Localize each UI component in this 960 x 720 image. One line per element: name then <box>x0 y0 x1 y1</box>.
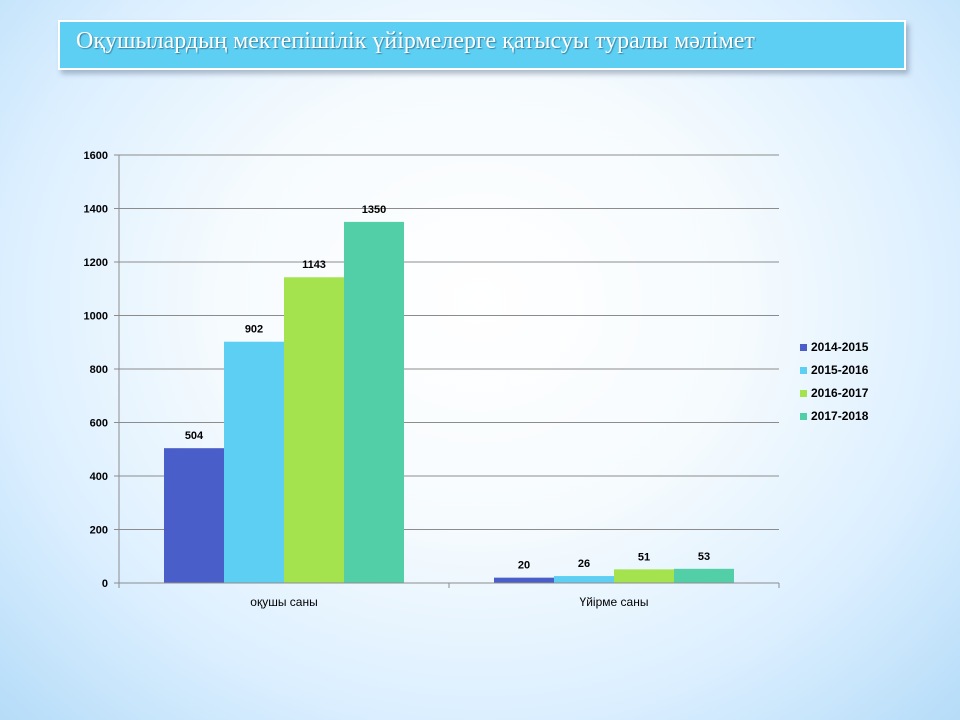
title-banner: Оқушылардың мектепішілік үйірмелерге қат… <box>58 20 906 70</box>
y-tick-label: 600 <box>90 418 108 430</box>
bar <box>164 448 224 583</box>
x-tick-label: оқушы саны <box>250 595 317 609</box>
y-tick-label: 200 <box>90 525 108 537</box>
legend-label: 2015-2016 <box>811 363 869 377</box>
legend-label: 2014-2015 <box>811 340 869 354</box>
bar <box>284 277 344 583</box>
data-label: 902 <box>245 324 263 336</box>
y-tick-label: 400 <box>90 471 108 483</box>
bar <box>224 341 284 583</box>
y-tick-label: 1200 <box>84 257 108 269</box>
bar-series <box>164 221 734 583</box>
bar <box>344 221 404 583</box>
data-labels: 504 902 1143 1350 20 26 51 53 <box>185 204 710 572</box>
data-label: 53 <box>698 551 710 563</box>
y-tick-label: 1000 <box>84 311 108 323</box>
slide-title: Оқушылардың мектепішілік үйірмелерге қат… <box>76 28 755 54</box>
legend: 2014-2015 2015-2016 2016-2017 2017-2018 <box>800 340 869 423</box>
legend-label: 2016-2017 <box>811 386 869 400</box>
bar <box>674 568 734 583</box>
legend-label: 2017-2018 <box>811 409 869 423</box>
data-label: 26 <box>578 558 590 570</box>
legend-swatch <box>800 413 807 420</box>
data-label: 1143 <box>302 259 326 271</box>
bar <box>494 577 554 583</box>
x-tick-label: Үйірме саны <box>580 595 649 609</box>
data-label: 1350 <box>362 204 386 216</box>
axes: 0 200 400 600 800 1000 1200 1400 1600 оқушы саны Ү… <box>84 150 780 609</box>
bar <box>554 576 614 583</box>
y-tick-label: 0 <box>102 578 108 590</box>
y-tick-label: 800 <box>90 364 108 376</box>
y-tick-label: 1400 <box>84 204 108 216</box>
y-tick-label: 1600 <box>84 150 108 162</box>
data-label: 504 <box>185 430 204 442</box>
data-label: 20 <box>518 560 530 572</box>
bar <box>614 569 674 583</box>
legend-swatch <box>800 390 807 397</box>
legend-swatch <box>800 344 807 351</box>
legend-swatch <box>800 367 807 374</box>
data-label: 51 <box>638 551 650 563</box>
